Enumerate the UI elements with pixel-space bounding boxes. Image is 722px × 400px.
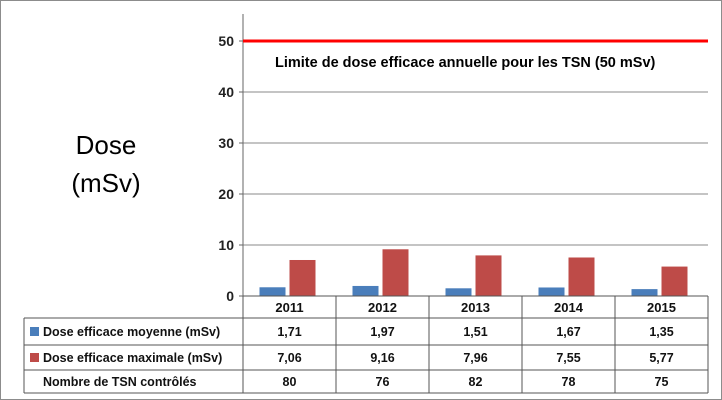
table-cell: 5,77 bbox=[649, 351, 673, 365]
legend-entry: Dose efficace moyenne (mSv) bbox=[43, 325, 220, 339]
y-tick-label: 20 bbox=[218, 186, 234, 202]
table-cell: 9,16 bbox=[370, 351, 394, 365]
reference-line-label: Limite de dose efficace annuelle pour le… bbox=[275, 55, 656, 71]
category-label: 2015 bbox=[647, 300, 676, 315]
axes: 0 10 20 30 40 50 bbox=[218, 14, 244, 304]
y-tick-label: 0 bbox=[226, 288, 234, 304]
legend-swatch bbox=[30, 327, 39, 336]
category-label: 2011 bbox=[275, 300, 303, 315]
bars bbox=[259, 249, 688, 296]
table-cell: 1,67 bbox=[556, 325, 580, 339]
table-row-label: Nombre de TSN contrôlés bbox=[43, 375, 197, 389]
table-cell: 1,51 bbox=[463, 325, 487, 339]
category-label: 2013 bbox=[461, 300, 490, 315]
bar-dose-maximale bbox=[289, 259, 316, 296]
table-cell: 82 bbox=[469, 375, 483, 389]
bar-dose-moyenne bbox=[445, 288, 472, 296]
y-tick-label: 50 bbox=[218, 33, 234, 49]
table-cell: 1,97 bbox=[370, 325, 394, 339]
data-table: 2011 2012 2013 2014 2015 Dose efficace moyenn… bbox=[23, 295, 709, 394]
bar-dose-moyenne bbox=[631, 289, 658, 296]
bar-dose-moyenne bbox=[538, 287, 565, 296]
bar-dose-maximale bbox=[661, 266, 688, 296]
y-tick-label: 40 bbox=[218, 84, 234, 100]
y-tick-label: 10 bbox=[218, 237, 234, 253]
grid-lines bbox=[243, 40, 708, 246]
table-cell: 1,71 bbox=[277, 325, 301, 339]
table-cell: 7,96 bbox=[463, 351, 487, 365]
table-cell: 7,55 bbox=[556, 351, 580, 365]
category-label: 2014 bbox=[554, 300, 584, 315]
legend-swatch bbox=[30, 353, 39, 362]
legend-entry: Dose efficace maximale (mSv) bbox=[43, 351, 222, 365]
category-label: 2012 bbox=[368, 300, 397, 315]
y-tick-label: 30 bbox=[218, 135, 234, 151]
table-cell: 75 bbox=[655, 375, 669, 389]
table-cell: 80 bbox=[283, 375, 297, 389]
bar-dose-maximale bbox=[382, 249, 409, 296]
table-cell: 1,35 bbox=[649, 325, 673, 339]
bar-dose-maximale bbox=[568, 257, 595, 296]
table-cell: 78 bbox=[562, 375, 576, 389]
bar-dose-moyenne bbox=[259, 287, 286, 296]
y-axis-label-line1: Dose bbox=[76, 130, 137, 160]
table-cell: 76 bbox=[376, 375, 390, 389]
y-axis-label-line2: (mSv) bbox=[71, 168, 140, 198]
table-cell: 7,06 bbox=[277, 351, 301, 365]
bar-dose-maximale bbox=[475, 255, 502, 296]
bar-dose-moyenne bbox=[352, 285, 379, 296]
